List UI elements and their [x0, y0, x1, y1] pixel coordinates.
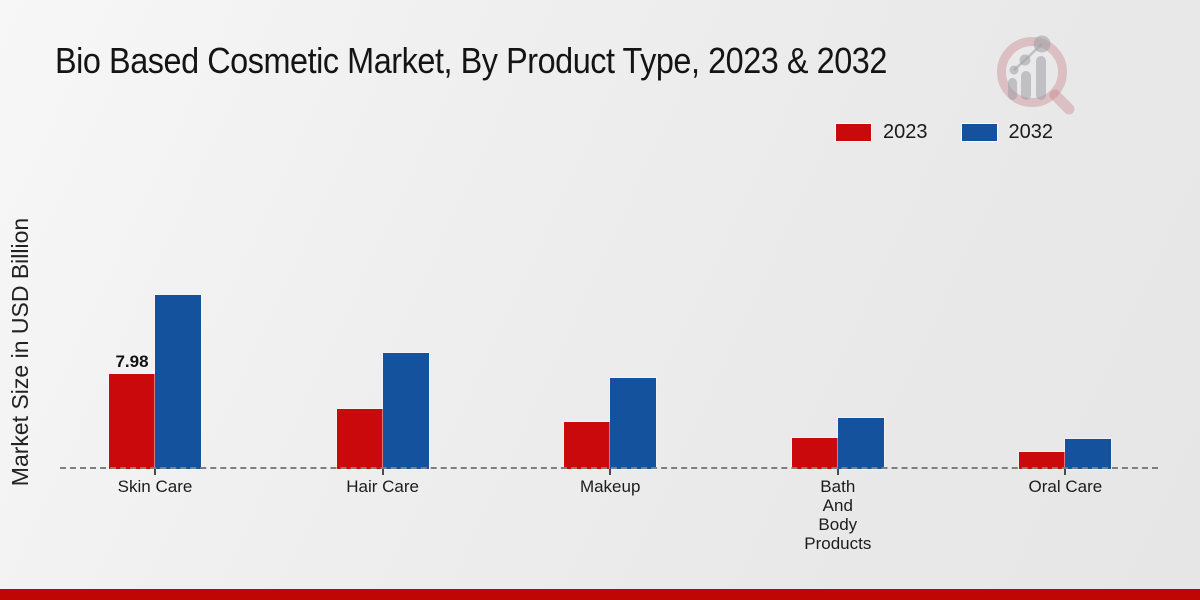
x-axis-tick-bath-and-body-products: [836, 469, 839, 475]
bar-2023-skin-care: [109, 374, 155, 469]
legend-swatch-2023: [836, 124, 871, 141]
x-axis-tick-makeup: [609, 469, 612, 475]
x-axis-baseline: [60, 467, 1158, 469]
x-axis-category-label-skin-care: Skin Care: [117, 477, 193, 496]
x-axis-tick-hair-care: [381, 469, 384, 475]
bar-2023-oral-care: [1019, 452, 1066, 469]
x-axis-category-label-oral-care: Oral Care: [1028, 477, 1103, 496]
legend: 2023 2032: [836, 121, 1053, 144]
bar-2032-oral-care: [1065, 439, 1112, 469]
x-axis-category-label-makeup: Makeup: [579, 477, 641, 496]
legend-label-2032: 2032: [1008, 121, 1054, 143]
bar-2032-hair-care: [382, 353, 429, 469]
legend-item-2023: 2023: [836, 121, 928, 144]
bar-2032-bath-and-body-products: [837, 418, 884, 469]
bar-value-label: 7.98: [115, 352, 149, 371]
x-axis-tick-oral-care: [1064, 469, 1067, 475]
legend-swatch-2032: [961, 124, 997, 141]
x-axis-category-label-bath-and-body-products: Bath And Body Products: [804, 477, 872, 554]
bar-2023-hair-care: [336, 409, 383, 469]
footer-accent-stripe: [0, 589, 1200, 600]
x-axis-category-label-hair-care: Hair Care: [346, 477, 419, 496]
bar-2023-makeup: [564, 422, 611, 469]
bar-2032-makeup: [610, 378, 657, 469]
bar-2023-bath-and-body-products: [791, 438, 838, 469]
magnifier-bar-chart-watermark-icon: [997, 35, 1075, 115]
x-axis-tick-skin-care: [154, 469, 156, 475]
legend-label-2023: 2023: [883, 121, 928, 143]
chart-title: Bio Based Cosmetic Market, By Product Ty…: [55, 40, 887, 81]
legend-item-2032: 2032: [961, 121, 1054, 144]
bar-2032-skin-care: [155, 295, 201, 469]
